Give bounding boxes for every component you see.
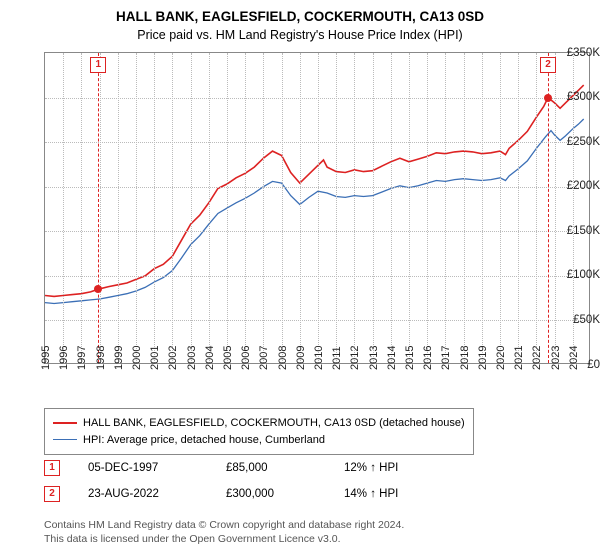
- marker-dot-2: [544, 94, 552, 102]
- sales-row-1: 1 05-DEC-1997 £85,000 12% ↑ HPI: [44, 460, 398, 476]
- gridline-v: [464, 53, 465, 363]
- sales-price: £85,000: [226, 462, 326, 474]
- gridline-v: [136, 53, 137, 363]
- gridline-v: [191, 53, 192, 363]
- sales-marker-box: 1: [44, 460, 60, 476]
- attribution-line2: This data is licensed under the Open Gov…: [44, 532, 404, 546]
- gridline-v: [336, 53, 337, 363]
- gridline-v: [282, 53, 283, 363]
- marker-box-2: 2: [540, 57, 556, 73]
- gridline-h: [45, 320, 589, 321]
- gridline-v: [318, 53, 319, 363]
- legend-label: HALL BANK, EAGLESFIELD, COCKERMOUTH, CA1…: [83, 417, 465, 429]
- marker-line-1: [98, 53, 99, 363]
- gridline-v: [118, 53, 119, 363]
- legend-label: HPI: Average price, detached house, Cumb…: [83, 434, 325, 446]
- xtick-label: 2024: [568, 346, 600, 370]
- gridline-v: [427, 53, 428, 363]
- sales-delta: 12% ↑ HPI: [344, 462, 398, 474]
- chart-title: HALL BANK, EAGLESFIELD, COCKERMOUTH, CA1…: [0, 0, 600, 26]
- gridline-v: [536, 53, 537, 363]
- gridline-v: [63, 53, 64, 363]
- gridline-v: [172, 53, 173, 363]
- gridline-v: [100, 53, 101, 363]
- gridline-h: [45, 98, 589, 99]
- gridline-h: [45, 231, 589, 232]
- ytick-label: £300K: [560, 91, 600, 103]
- legend-swatch: [53, 439, 77, 440]
- gridline-v: [518, 53, 519, 363]
- ytick-label: £350K: [560, 47, 600, 59]
- gridline-v: [482, 53, 483, 363]
- gridline-v: [391, 53, 392, 363]
- legend-row-price-paid: HALL BANK, EAGLESFIELD, COCKERMOUTH, CA1…: [53, 415, 465, 432]
- gridline-v: [263, 53, 264, 363]
- gridline-h: [45, 187, 589, 188]
- sales-marker-box: 2: [44, 486, 60, 502]
- gridline-h: [45, 142, 589, 143]
- ytick-label: £100K: [560, 269, 600, 281]
- attribution-line1: Contains HM Land Registry data © Crown c…: [44, 518, 404, 532]
- legend-swatch: [53, 422, 77, 424]
- sales-delta: 14% ↑ HPI: [344, 488, 398, 500]
- gridline-v: [500, 53, 501, 363]
- gridline-v: [445, 53, 446, 363]
- sales-row-2: 2 23-AUG-2022 £300,000 14% ↑ HPI: [44, 486, 398, 502]
- legend-row-hpi: HPI: Average price, detached house, Cumb…: [53, 432, 465, 449]
- plot-area: 12: [44, 52, 590, 364]
- gridline-v: [209, 53, 210, 363]
- ytick-label: £250K: [560, 136, 600, 148]
- gridline-v: [227, 53, 228, 363]
- sales-price: £300,000: [226, 488, 326, 500]
- sales-date: 05-DEC-1997: [88, 462, 208, 474]
- gridline-v: [409, 53, 410, 363]
- gridline-v: [81, 53, 82, 363]
- gridline-v: [373, 53, 374, 363]
- ytick-label: £200K: [560, 180, 600, 192]
- gridline-v: [555, 53, 556, 363]
- ytick-label: £50K: [560, 314, 600, 326]
- chart-subtitle: Price paid vs. HM Land Registry's House …: [0, 26, 600, 42]
- gridline-v: [245, 53, 246, 363]
- gridline-h: [45, 276, 589, 277]
- marker-dot-1: [94, 285, 102, 293]
- ytick-label: £150K: [560, 225, 600, 237]
- series-price-paid: [45, 85, 584, 296]
- legend: HALL BANK, EAGLESFIELD, COCKERMOUTH, CA1…: [44, 408, 474, 455]
- sales-date: 23-AUG-2022: [88, 488, 208, 500]
- gridline-v: [154, 53, 155, 363]
- attribution: Contains HM Land Registry data © Crown c…: [44, 518, 404, 546]
- gridline-v: [300, 53, 301, 363]
- gridline-v: [354, 53, 355, 363]
- marker-box-1: 1: [90, 57, 106, 73]
